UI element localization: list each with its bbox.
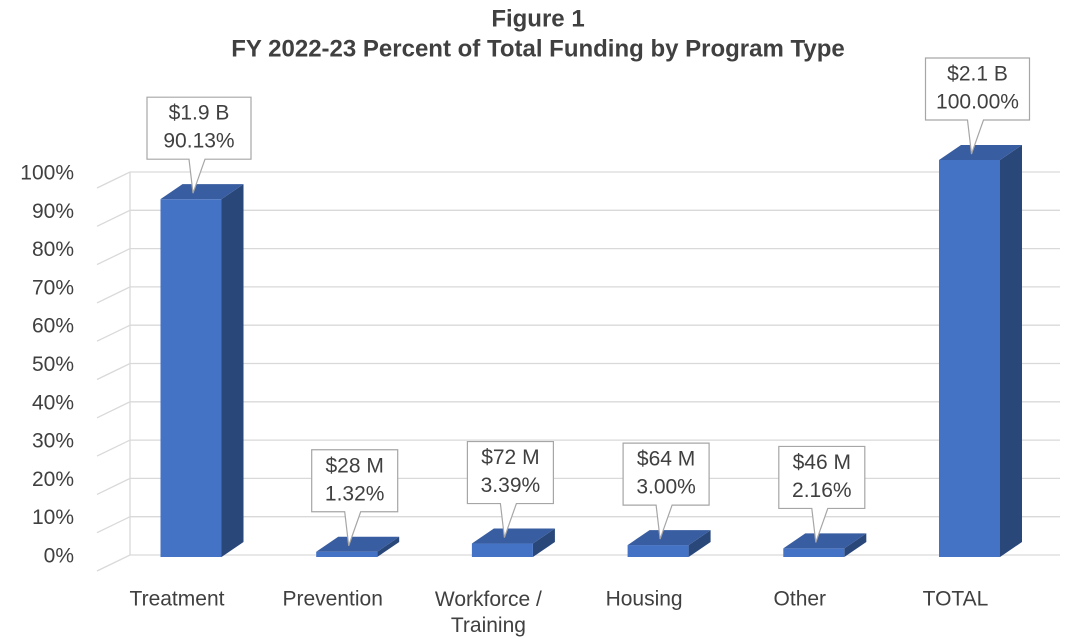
bar-side bbox=[532, 528, 555, 557]
amount-label: $64 M bbox=[637, 448, 695, 471]
bar-top bbox=[939, 145, 1022, 160]
x-tick-label: TOTAL bbox=[923, 588, 989, 611]
callout bbox=[924, 57, 1031, 155]
wall-grid-line bbox=[96, 209, 131, 227]
bar-front bbox=[783, 548, 845, 557]
wall-grid-line bbox=[96, 286, 131, 304]
amount-label: $28 M bbox=[326, 454, 384, 477]
value-label: 3.00% bbox=[636, 476, 696, 499]
bar-top bbox=[627, 530, 711, 546]
bar bbox=[471, 528, 555, 557]
y-tick-label: 70% bbox=[32, 276, 74, 299]
wall-grid-line bbox=[96, 554, 131, 572]
amount-label: $72 M bbox=[481, 446, 539, 469]
y-tick-label: 60% bbox=[32, 315, 74, 338]
callout bbox=[311, 449, 399, 546]
value-label: 100.00% bbox=[936, 91, 1019, 114]
chart-title: Figure 1 bbox=[491, 5, 584, 32]
wall-grid-line bbox=[96, 477, 131, 495]
wall-grid-line bbox=[96, 516, 131, 534]
value-label: 2.16% bbox=[792, 479, 852, 502]
bar bbox=[316, 536, 400, 557]
chart-subtitle: FY 2022-23 Percent of Total Funding by P… bbox=[231, 35, 844, 62]
bar-top bbox=[471, 528, 555, 544]
x-tick-label: Other bbox=[774, 588, 827, 611]
bar-front bbox=[627, 545, 689, 557]
bar bbox=[939, 145, 1022, 557]
wall-grid-line bbox=[96, 401, 131, 419]
bar-front bbox=[160, 199, 222, 557]
wall-grid-line bbox=[96, 439, 131, 457]
amount-label: $1.9 B bbox=[169, 102, 230, 125]
wall-grid-line bbox=[96, 362, 131, 381]
y-tick-label: 10% bbox=[32, 506, 74, 529]
bar-side bbox=[844, 533, 867, 557]
value-label: 90.13% bbox=[163, 130, 234, 153]
bar-side bbox=[221, 184, 244, 557]
x-tick-label: Workforce / Training bbox=[435, 588, 542, 637]
x-tick-label: Treatment bbox=[130, 588, 225, 611]
bar-front bbox=[471, 543, 533, 557]
x-tick-label: Prevention bbox=[282, 588, 382, 611]
y-tick-label: 90% bbox=[32, 200, 74, 223]
wall-grid-line bbox=[96, 324, 131, 342]
bar-top bbox=[783, 533, 867, 549]
bar-side bbox=[1000, 145, 1022, 557]
callout bbox=[778, 445, 866, 543]
bar bbox=[783, 533, 867, 557]
bar-front bbox=[316, 551, 378, 557]
bar-top bbox=[160, 184, 244, 200]
wall-grid-line bbox=[96, 171, 131, 189]
bar bbox=[627, 530, 711, 557]
y-tick-label: 80% bbox=[32, 238, 74, 261]
value-label: 1.32% bbox=[325, 482, 385, 505]
y-tick-label: 20% bbox=[32, 468, 74, 491]
bar bbox=[160, 184, 244, 557]
y-tick-label: 100% bbox=[20, 162, 74, 185]
bar-front bbox=[939, 160, 1000, 557]
callout bbox=[622, 442, 710, 540]
callout bbox=[146, 96, 252, 194]
bar-top bbox=[316, 536, 400, 552]
y-tick-label: 40% bbox=[32, 391, 74, 414]
y-tick-label: 50% bbox=[32, 353, 74, 376]
wall-grid-line bbox=[96, 248, 131, 266]
value-label: 3.39% bbox=[481, 474, 541, 497]
callout bbox=[466, 440, 554, 538]
amount-label: $46 M bbox=[793, 451, 851, 474]
x-tick-label-line: Training bbox=[451, 614, 526, 637]
bar-side bbox=[377, 536, 400, 557]
x-tick-label: Housing bbox=[606, 588, 683, 611]
y-tick-label: 30% bbox=[32, 430, 74, 453]
amount-label: $2.1 B bbox=[947, 63, 1008, 86]
x-tick-label-line: Workforce / bbox=[435, 588, 542, 611]
bar-side bbox=[688, 530, 711, 557]
y-tick-label: 0% bbox=[44, 545, 74, 568]
